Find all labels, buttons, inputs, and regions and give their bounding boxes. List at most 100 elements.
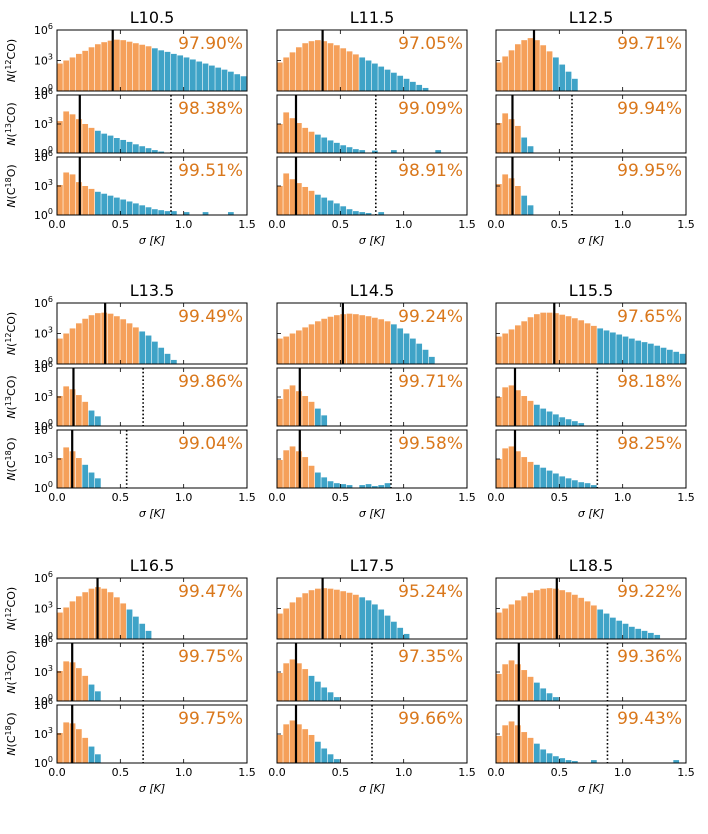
panel-title: L15.5 bbox=[569, 281, 614, 300]
histogram-bar bbox=[521, 137, 528, 153]
subplot-12CO: 95.24% bbox=[276, 577, 468, 640]
histogram-bar bbox=[572, 318, 578, 364]
histogram-bar bbox=[289, 52, 296, 91]
histogram-bar bbox=[327, 588, 334, 639]
histogram-bar bbox=[584, 601, 591, 639]
histogram-bars bbox=[496, 446, 597, 488]
percent-label: 97.35% bbox=[398, 647, 463, 667]
y-tick-label: 103 bbox=[34, 664, 53, 679]
histogram-bar bbox=[88, 315, 95, 364]
histogram-bar bbox=[289, 446, 296, 488]
histogram-bar bbox=[120, 319, 127, 364]
x-tick-label: 1.5 bbox=[458, 766, 476, 779]
histogram-bar bbox=[346, 209, 353, 215]
histogram-bar bbox=[95, 44, 101, 91]
histogram-bar bbox=[82, 737, 89, 763]
x-tick-label: 1.5 bbox=[677, 491, 695, 504]
histogram-bar bbox=[228, 71, 234, 91]
histogram-bar bbox=[410, 81, 416, 91]
histogram-bar bbox=[540, 312, 547, 364]
histogram-bar bbox=[378, 212, 385, 215]
subplot-C18O: 99.43% 0.0 0.5 1.0 1.5 σ [K] bbox=[487, 704, 695, 795]
histogram-bar bbox=[353, 594, 359, 639]
histogram-bar bbox=[171, 359, 177, 364]
x-tick-label: 0.5 bbox=[332, 218, 350, 231]
histogram-bar bbox=[353, 211, 359, 215]
histogram-bar bbox=[234, 74, 241, 91]
histogram-bar bbox=[158, 50, 165, 91]
histogram-bar bbox=[63, 386, 70, 426]
x-tick-label: 0.0 bbox=[487, 766, 505, 779]
histogram-bar bbox=[365, 484, 372, 488]
y-axis-label-symbol: N bbox=[5, 74, 18, 82]
x-tick-label: 1.0 bbox=[395, 491, 413, 504]
histogram-bar bbox=[114, 316, 120, 364]
panel-title: L11.5 bbox=[350, 8, 395, 27]
histogram-bar bbox=[315, 472, 321, 488]
panel-L13.5: L13.599.49% 100 103 106 N(12CO) 99.86% 100 103 1… bbox=[4, 281, 256, 520]
histogram-bar bbox=[82, 464, 89, 488]
histogram-bar bbox=[302, 396, 309, 426]
histogram-bar bbox=[114, 197, 120, 215]
histogram-bar bbox=[502, 448, 509, 488]
histogram-bar bbox=[502, 608, 509, 639]
histogram-bar bbox=[515, 600, 521, 639]
x-axis-label: σ [K] bbox=[578, 782, 604, 795]
histogram-bar bbox=[82, 401, 89, 426]
histogram-bar bbox=[365, 316, 372, 364]
histogram-bar bbox=[308, 734, 315, 763]
histogram-bar bbox=[359, 150, 366, 153]
panel-L11.5: L11.597.05% 99.09% 98.91% 0.0 0.5 1.0 1.5 σ [K] bbox=[268, 8, 476, 247]
histogram-bars bbox=[277, 446, 391, 488]
histogram-bar bbox=[95, 416, 101, 426]
histogram-bar bbox=[534, 743, 540, 763]
histogram-bar bbox=[403, 633, 410, 639]
panel-L10.5: L10.597.90% 100 103 106 N(12CO) 98.38% 100 103 1… bbox=[4, 8, 256, 247]
histogram-bar bbox=[591, 760, 597, 763]
percent-label: 98.91% bbox=[398, 161, 463, 181]
histogram-bar bbox=[133, 616, 139, 639]
histogram-bar bbox=[384, 615, 391, 639]
histogram-bar bbox=[572, 480, 578, 488]
histogram-bar bbox=[622, 336, 629, 364]
histogram-bar bbox=[578, 423, 585, 426]
histogram-bar bbox=[302, 457, 309, 488]
subplot-C18O: 99.95% 0.0 0.5 1.0 1.5 σ [K] bbox=[487, 156, 695, 247]
histogram-bar bbox=[334, 315, 340, 364]
histogram-bar bbox=[527, 317, 534, 364]
histogram-bar bbox=[584, 483, 591, 488]
histogram-bar bbox=[152, 341, 158, 364]
histogram-bar bbox=[384, 483, 391, 488]
histogram-bar bbox=[616, 620, 623, 639]
y-tick-label: 106 bbox=[34, 570, 53, 585]
histogram-bar bbox=[654, 634, 661, 639]
histogram-bar bbox=[378, 319, 385, 364]
panel-title: L14.5 bbox=[350, 281, 395, 300]
subplot-12CO: 99.22% bbox=[495, 577, 687, 640]
panel-title: L12.5 bbox=[569, 8, 614, 27]
panel-L12.5: L12.599.71% 99.94% 99.95% 0.0 0.5 1.0 1.5 σ [K] bbox=[487, 8, 695, 247]
y-tick-label: 103 bbox=[34, 326, 53, 341]
histogram-bar bbox=[133, 43, 139, 91]
histogram-bar bbox=[152, 150, 158, 153]
histogram-bar bbox=[228, 212, 234, 215]
subplot-C18O: 98.25% 0.0 0.5 1.0 1.5 σ [K] bbox=[487, 429, 695, 520]
histogram-bar bbox=[57, 185, 63, 215]
histogram-bar bbox=[559, 476, 566, 488]
histogram-bar bbox=[283, 336, 290, 364]
histogram-bar bbox=[221, 69, 228, 91]
histogram-bar bbox=[277, 124, 283, 153]
x-tick-label: 1.5 bbox=[238, 766, 256, 779]
x-tick-label: 1.5 bbox=[677, 766, 695, 779]
histogram-bar bbox=[496, 735, 502, 763]
percent-label: 99.94% bbox=[617, 99, 682, 119]
histogram-bar bbox=[277, 186, 283, 215]
panel-title: L16.5 bbox=[130, 556, 175, 575]
histogram-bar bbox=[521, 670, 528, 701]
x-tick-label: 1.0 bbox=[175, 766, 193, 779]
histogram-bar bbox=[572, 78, 578, 91]
histogram-bar bbox=[422, 87, 429, 91]
y-tick-label: 103 bbox=[34, 53, 53, 68]
histogram-bar bbox=[69, 601, 76, 639]
histogram-bar bbox=[572, 761, 578, 763]
